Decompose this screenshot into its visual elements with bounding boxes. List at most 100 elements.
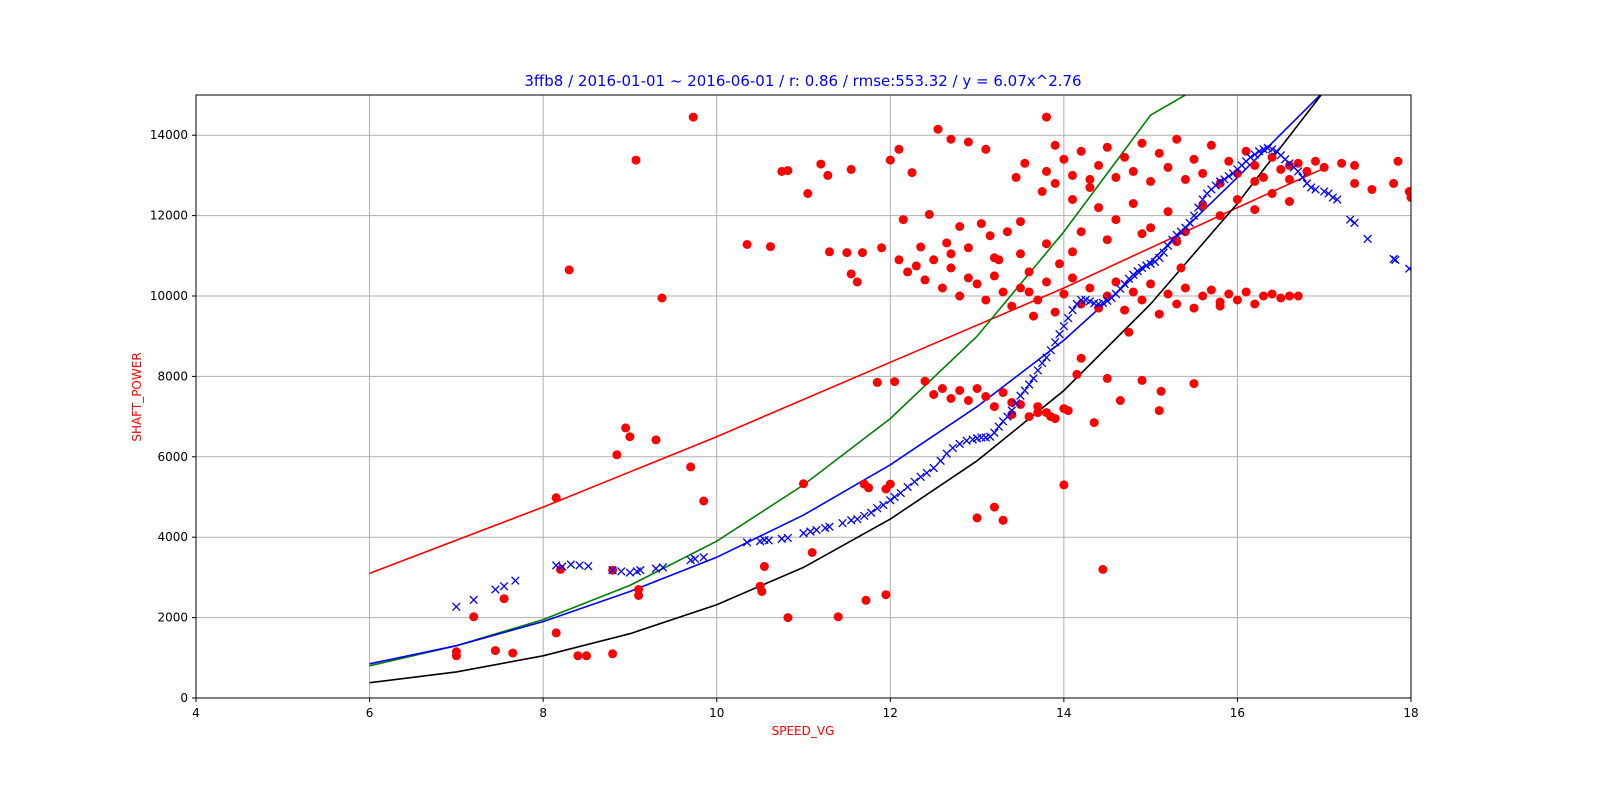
average-marker: [936, 456, 945, 466]
average-marker: [1189, 211, 1199, 220]
data-point: [942, 238, 952, 248]
data-point: [955, 222, 965, 231]
data-point: [508, 648, 518, 658]
data-point: [1172, 299, 1182, 309]
data-point: [903, 267, 913, 277]
data-point: [846, 269, 856, 279]
average-marker: [1068, 305, 1077, 315]
data-point: [989, 271, 999, 281]
y-axis-label: SHAFT_POWER: [130, 352, 144, 441]
y-tick-label: 4000: [157, 530, 188, 544]
data-point: [1120, 152, 1130, 162]
data-point: [1120, 305, 1130, 315]
fit-line: [369, 95, 1322, 665]
data-point: [981, 295, 991, 305]
data-point: [1094, 160, 1104, 170]
data-point: [981, 392, 991, 401]
data-point: [877, 243, 887, 253]
data-point: [1042, 112, 1051, 122]
data-point: [651, 435, 661, 445]
data-point: [1137, 375, 1147, 385]
average-marker: [1250, 150, 1260, 159]
data-point: [1189, 379, 1199, 389]
average-marker: [1033, 366, 1043, 375]
average-marker: [812, 525, 821, 535]
data-point: [858, 248, 867, 258]
data-point: [1189, 154, 1199, 164]
average-marker: [499, 581, 509, 591]
y-tick-label: 10000: [150, 289, 188, 303]
data-point: [1163, 162, 1173, 172]
data-point: [1293, 291, 1303, 301]
data-point: [1111, 172, 1121, 182]
data-point: [1267, 289, 1277, 299]
data-point: [766, 242, 775, 252]
data-point: [998, 388, 1008, 397]
data-point: [885, 155, 895, 165]
data-point: [833, 612, 843, 622]
average-marker: [1042, 353, 1051, 362]
average-marker: [764, 536, 774, 545]
data-point: [1042, 408, 1051, 418]
average-marker: [1011, 399, 1021, 408]
data-point: [1085, 174, 1095, 184]
data-point: [1154, 406, 1164, 416]
data-point: [551, 628, 561, 638]
data-point: [1176, 263, 1186, 273]
average-marker: [1159, 248, 1168, 257]
data-point: [955, 291, 965, 301]
data-point: [1156, 386, 1166, 396]
data-point: [1029, 311, 1038, 321]
average-marker: [922, 468, 931, 478]
data-point: [963, 243, 973, 253]
data-point: [823, 170, 833, 180]
data-point: [688, 112, 698, 122]
average-marker: [651, 564, 661, 573]
data-point: [1042, 239, 1051, 249]
data-point: [625, 432, 635, 442]
average-marker: [879, 500, 888, 510]
average-marker: [1332, 195, 1342, 204]
data-point: [946, 249, 956, 259]
average-marker: [929, 463, 938, 473]
data-point: [1250, 160, 1260, 170]
data-point: [920, 376, 930, 386]
data-point: [1076, 227, 1086, 237]
average-marker: [1267, 145, 1277, 154]
data-point: [981, 144, 991, 154]
data-point: [757, 587, 767, 596]
average-marker: [1246, 153, 1255, 162]
average-marker: [1007, 406, 1017, 415]
data-point: [1033, 402, 1043, 412]
data-point: [1050, 414, 1060, 424]
data-point: [1102, 235, 1112, 245]
data-point: [1098, 564, 1108, 574]
data-point: [657, 293, 667, 303]
average-marker: [866, 508, 876, 517]
average-marker: [990, 428, 999, 437]
data-point: [1146, 279, 1156, 289]
data-point: [920, 275, 930, 285]
data-point: [989, 253, 999, 263]
x-axis-ticks: 4 6 8 10 12 14 16 18: [192, 698, 1419, 720]
average-marker: [1215, 177, 1225, 186]
data-point: [1085, 183, 1095, 192]
data-point: [1016, 249, 1025, 259]
data-point: [564, 265, 574, 275]
data-point: [1250, 205, 1260, 215]
average-marker: [1029, 374, 1038, 383]
chart-title: 3ffb8 / 2016-01-01 ~ 2016-06-01 / r: 0.8…: [524, 72, 1081, 90]
data-point: [1068, 170, 1077, 180]
data-point: [1111, 277, 1121, 287]
x-tick-label: 16: [1230, 706, 1245, 720]
data-point: [499, 594, 509, 604]
plot-series: [369, 95, 1411, 684]
data-point: [989, 502, 999, 512]
fit-line: [369, 167, 1325, 575]
data-point: [907, 168, 917, 178]
data-point: [946, 394, 956, 403]
average-marker: [886, 495, 895, 505]
data-point: [582, 651, 591, 661]
data-point: [1002, 227, 1012, 237]
